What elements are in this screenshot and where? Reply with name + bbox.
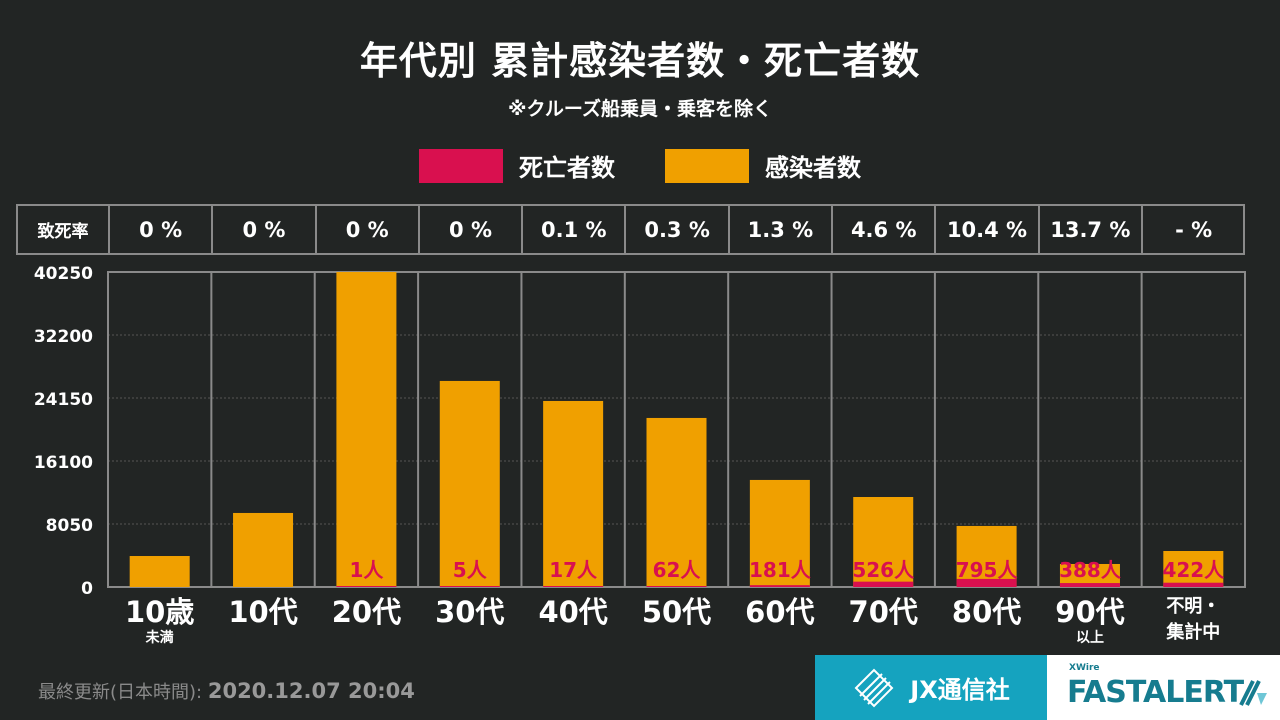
death-bar — [853, 581, 914, 587]
death-count-label: 422人 — [1162, 558, 1225, 582]
x-tick-label: 80代 — [952, 595, 1021, 629]
death-bar — [749, 585, 810, 587]
death-bar — [1163, 582, 1224, 587]
fatality-rate-cell: 0.1 % — [521, 206, 624, 253]
death-count-label: 62人 — [653, 558, 702, 582]
last-updated: 最終更新(日本時間): 2020.12.07 20:04 — [38, 678, 415, 704]
legend: 死亡者数 感染者数 — [0, 148, 1280, 183]
legend-item-deaths: 死亡者数 — [419, 148, 615, 183]
death-count-label: 388人 — [1059, 558, 1122, 582]
xwire-text: XWire — [1069, 663, 1100, 673]
legend-label-deaths: 死亡者数 — [519, 154, 615, 182]
fatality-rate-cell: 0 % — [417, 206, 521, 253]
jx-logo: JX通信社 — [815, 655, 1047, 720]
x-tick-label: 40代 — [538, 595, 607, 629]
death-bar — [336, 586, 397, 587]
y-tick-label: 8050 — [46, 516, 93, 536]
y-tick-label: 32200 — [34, 327, 93, 347]
infection-bar — [336, 272, 397, 587]
x-tick-sublabel: 集計中 — [1165, 621, 1220, 643]
x-tick-label: 10代 — [228, 595, 297, 629]
chart-title: 年代別 累計感染者数・死亡者数 — [359, 39, 921, 83]
x-tick-label: 70代 — [849, 595, 918, 629]
x-tick-sublabel: 以上 — [1076, 630, 1104, 646]
jx-logo-icon — [854, 668, 894, 707]
x-tick-sublabel: 未満 — [146, 629, 174, 646]
infection-bar — [749, 479, 810, 587]
death-count-label: 181人 — [749, 558, 812, 582]
infection-bar — [956, 525, 1017, 587]
fastalert-text: FASTALERT — [1067, 675, 1244, 710]
fatality-rate-cell: - % — [1140, 206, 1244, 253]
fatality-rate-cell: 4.6 % — [831, 206, 934, 253]
infection-bar — [1163, 551, 1224, 587]
death-count-label: 5人 — [453, 558, 488, 582]
death-count-label: 795人 — [956, 558, 1019, 582]
x-tick-label: 10歳 — [125, 595, 194, 629]
fatality-rate-cell: 13.7 % — [1037, 206, 1141, 253]
infection-bar — [439, 380, 500, 587]
x-tick-label: 90代 — [1055, 595, 1124, 629]
death-count-label: 526人 — [852, 558, 915, 582]
fatality-rate-cell: 0 % — [211, 206, 314, 253]
fatality-rate-cell: 10.4 % — [934, 206, 1037, 253]
fatality-rate-cell: 1.3 % — [727, 206, 831, 253]
y-tick-label: 0 — [81, 579, 93, 599]
death-count-label: 1人 — [349, 558, 384, 582]
death-bar — [646, 586, 707, 587]
fastalert-logo: XWire FASTALERT — [1047, 655, 1280, 720]
x-tick-label: 不明・ — [1166, 596, 1220, 617]
death-bar — [543, 586, 604, 587]
fatality-rate-cell: 0 % — [314, 206, 418, 253]
x-tick-label: 20代 — [332, 595, 401, 629]
fatality-rate-cell: 0 % — [108, 206, 211, 253]
jx-logo-text: JX通信社 — [910, 676, 1010, 704]
fatality-rate-cell: 0.3 % — [624, 206, 727, 253]
y-tick-label: 24150 — [34, 390, 93, 410]
fatality-rate-header: 致死率 — [37, 222, 89, 242]
last-updated-timestamp: 2020.12.07 20:04 — [207, 679, 415, 703]
x-tick-label: 30代 — [435, 595, 504, 629]
legend-item-infections: 感染者数 — [665, 148, 861, 183]
infection-bar — [1059, 563, 1120, 587]
death-bar — [1059, 583, 1120, 587]
infection-bar — [853, 497, 914, 587]
x-tick-label: 50代 — [642, 595, 711, 629]
chart-subtitle: ※クルーズ船乗員・乗客を除く — [508, 98, 772, 120]
legend-swatch-infections — [665, 148, 749, 183]
infection-bar — [646, 417, 707, 587]
fatality-rate-table: 致死率 0 % 0 % 0 % 0 % 0.1 % 0.3 % 1.3 % 4.6 % 10.4… — [16, 204, 1245, 255]
fastalert-arrow-icon — [1239, 680, 1267, 706]
y-tick-label: 16100 — [34, 453, 93, 473]
death-count-label: 17人 — [549, 558, 598, 582]
infection-bar — [129, 556, 190, 587]
death-bar — [439, 586, 500, 587]
death-bar — [956, 578, 1017, 587]
last-updated-label: 最終更新(日本時間): — [38, 682, 203, 703]
legend-label-infections: 感染者数 — [765, 154, 861, 182]
y-tick-label: 40250 — [34, 264, 93, 284]
x-tick-label: 60代 — [745, 595, 814, 629]
infection-bar — [233, 512, 294, 587]
infection-bar — [543, 400, 604, 587]
legend-swatch-deaths — [419, 148, 503, 183]
